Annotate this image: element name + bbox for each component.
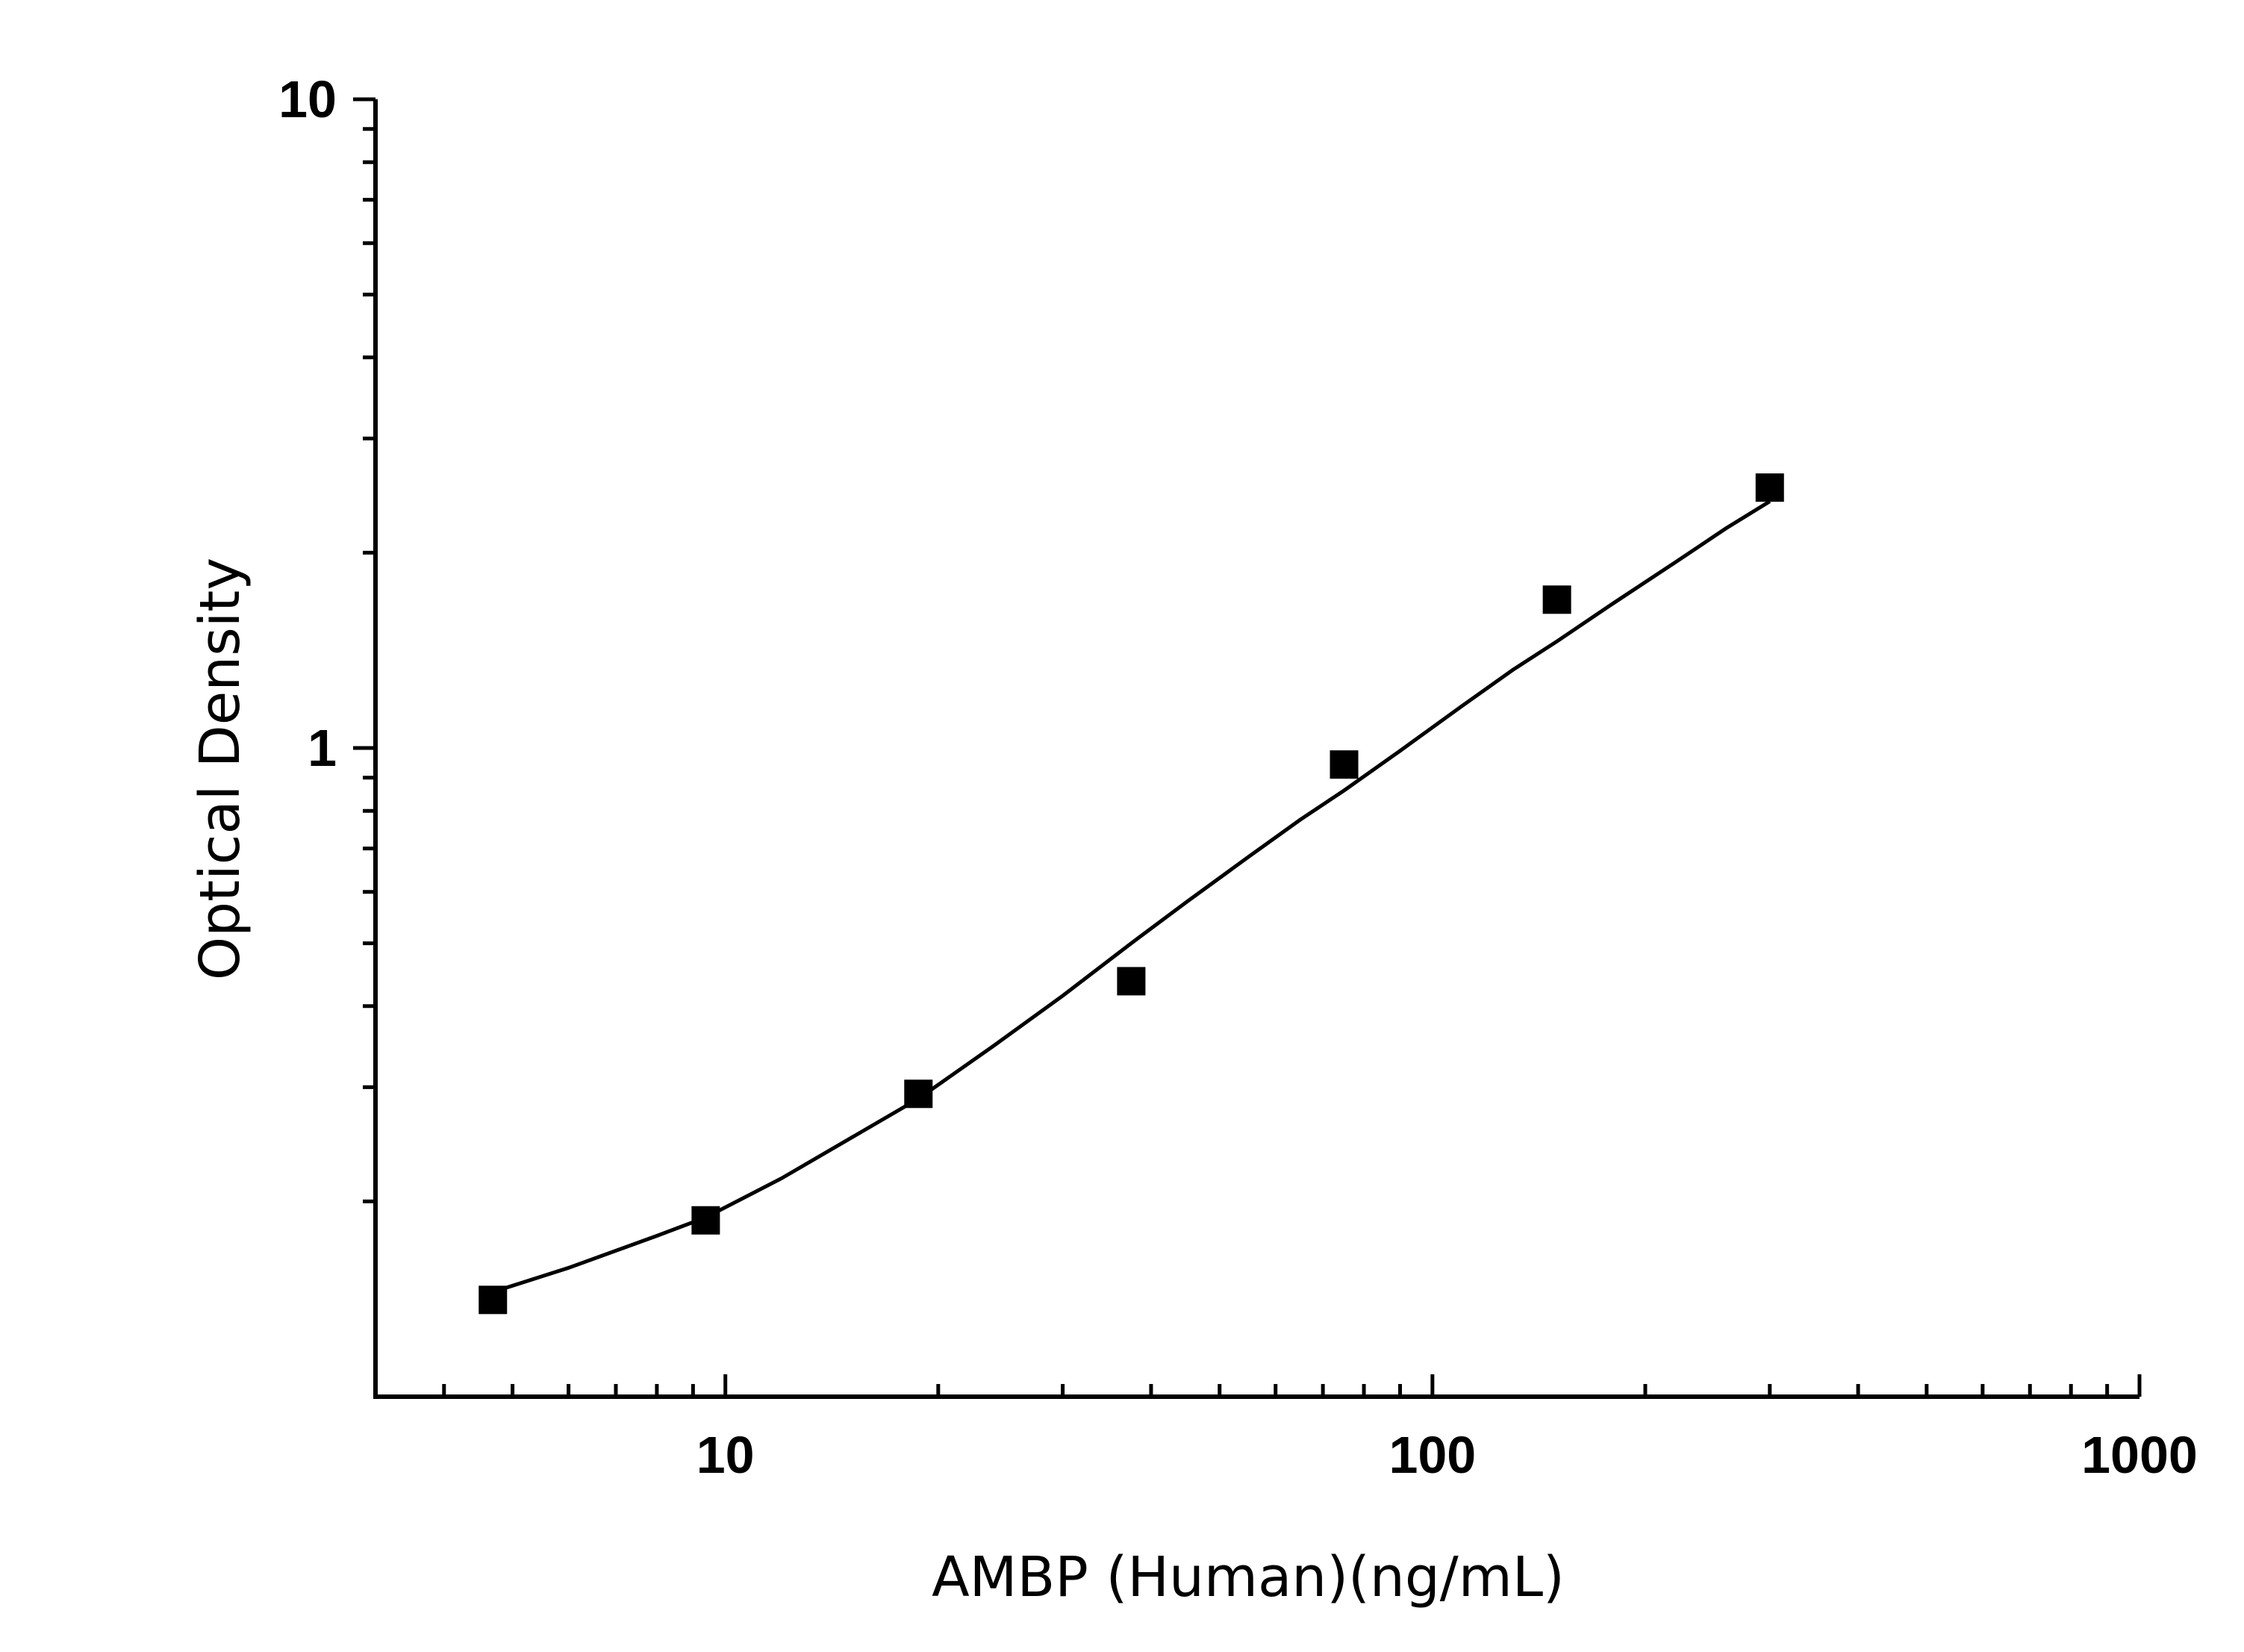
data-point-marker [691, 1206, 720, 1235]
data-point-marker [479, 1285, 508, 1315]
y-axis-title: Optical Density [188, 558, 252, 980]
data-point-marker [904, 1079, 933, 1109]
x-tick-label: 1000 [2081, 1426, 2198, 1484]
data-point-marker [1330, 750, 1359, 779]
y-tick-labels: 1 10 [278, 70, 337, 777]
x-tick-label: 10 [696, 1426, 755, 1484]
data-markers [479, 473, 1784, 1315]
x-tick-labels: 10 100 1000 [696, 1426, 2198, 1484]
y-ticks [353, 97, 375, 1203]
x-axis-title: AMBP (Human)(ng/mL) [932, 1545, 1565, 1609]
y-tick-label: 10 [278, 70, 337, 128]
x-ticks [442, 1374, 2142, 1397]
fit-curve [492, 499, 1771, 1294]
y-tick-label: 1 [308, 719, 337, 777]
x-tick-label: 100 [1389, 1426, 1476, 1484]
data-point-marker [1542, 585, 1571, 614]
data-point-marker [1755, 473, 1784, 502]
data-point-marker [1117, 967, 1146, 996]
axes [373, 99, 2139, 1399]
